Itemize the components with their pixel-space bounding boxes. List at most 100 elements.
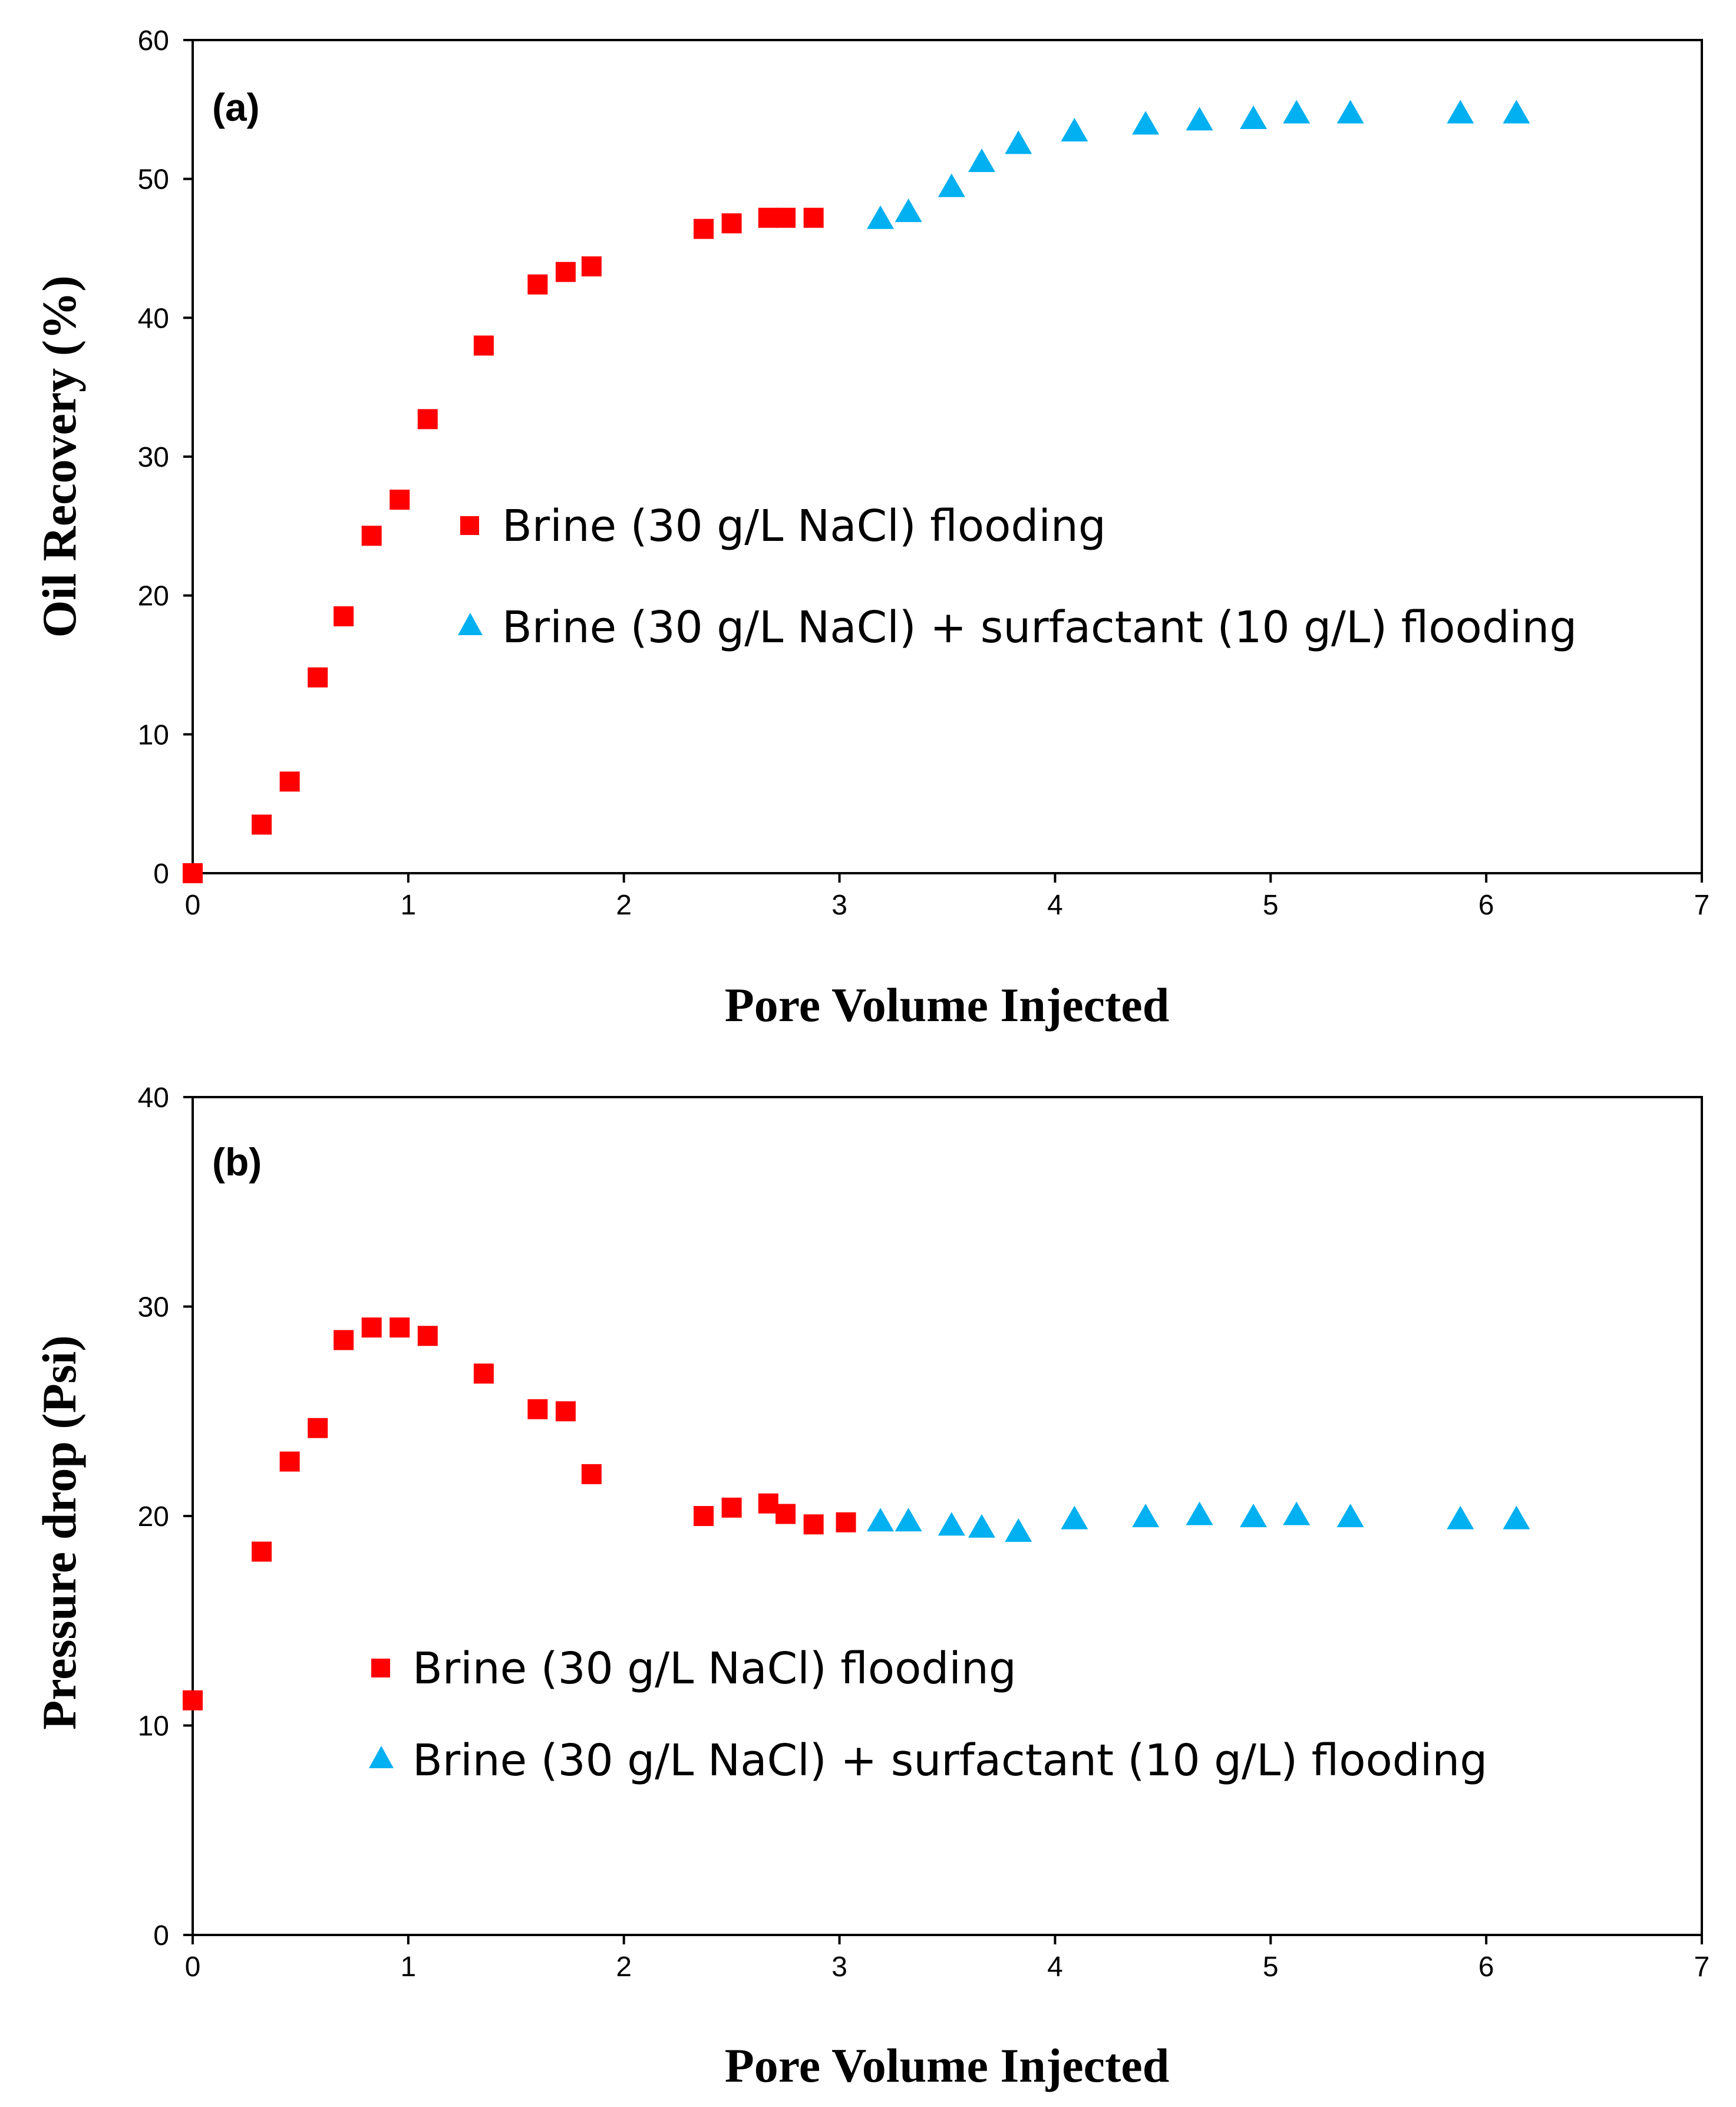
legend-a: Brine (30 g/L NaCl) flooding Brine (30 g… (458, 501, 1577, 653)
data-point-brine-a (694, 219, 714, 239)
y-tick-label: 30 (138, 1292, 169, 1323)
x-tick-label: 7 (1694, 1951, 1710, 1983)
y-tick-label: 0 (153, 858, 169, 890)
data-point-brine-b (473, 1363, 494, 1384)
y-tick-label: 20 (138, 581, 169, 612)
data-point-brine-a (308, 667, 328, 688)
data-point-brine-b (775, 1504, 796, 1524)
data-point-surfactant-a (1447, 100, 1474, 124)
x-tick-label: 2 (616, 1951, 632, 1983)
data-point-surfactant-b (1447, 1505, 1474, 1530)
data-point-brine-b (803, 1514, 824, 1535)
x-axis-ticks-b: 0 1 2 3 4 5 6 7 (185, 1935, 1710, 1983)
data-point-surfactant-b (1336, 1504, 1364, 1527)
legend-label-brine-a: Brine (30 g/L NaCl) flooding (502, 501, 1106, 551)
data-point-surfactant-b (1186, 1501, 1213, 1525)
data-point-surfactant-b (1132, 1504, 1160, 1527)
data-point-brine-b (694, 1506, 714, 1526)
data-point-brine-b (252, 1541, 272, 1562)
legend-b: Brine (30 g/L NaCl) flooding Brine (30 g… (369, 1643, 1487, 1786)
data-point-surfactant-a (1336, 100, 1364, 124)
data-point-brine-b (308, 1418, 328, 1438)
data-point-surfactant-b (938, 1512, 965, 1536)
data-point-surfactant-a (867, 205, 895, 229)
data-point-surfactant-b (895, 1508, 922, 1532)
panel-label-a: (a) (212, 85, 260, 129)
x-tick-label: 1 (401, 1951, 417, 1983)
y-tick-label: 40 (138, 1082, 169, 1114)
x-tick-label: 6 (1478, 1951, 1494, 1983)
x-tick-label: 4 (1047, 1951, 1063, 1983)
legend-marker-surfactant-b (369, 1746, 394, 1768)
data-point-brine-a (361, 526, 382, 546)
x-axis-ticks-a: 0 1 2 3 4 5 6 7 (185, 873, 1710, 921)
data-points-b (183, 1317, 1530, 1710)
data-point-brine-a (581, 256, 602, 277)
y-tick-label: 10 (138, 719, 169, 751)
data-point-brine-b (836, 1512, 856, 1533)
x-tick-label: 0 (185, 890, 201, 921)
data-point-brine-a (417, 409, 438, 430)
data-point-brine-b (334, 1330, 354, 1350)
data-point-surfactant-b (1061, 1505, 1088, 1530)
y-tick-label: 20 (138, 1501, 169, 1533)
x-tick-label: 3 (831, 890, 847, 921)
legend-label-brine-b: Brine (30 g/L NaCl) flooding (412, 1643, 1016, 1694)
data-point-brine-a (775, 207, 796, 228)
x-axis-title-a: Pore Volume Injected (725, 978, 1170, 1032)
panel-label-b: (b) (212, 1140, 262, 1184)
data-point-surfactant-a (1186, 107, 1213, 131)
data-point-surfactant-a (938, 173, 965, 197)
data-point-brine-b (361, 1317, 382, 1338)
data-points-a (183, 100, 1530, 883)
data-point-brine-b (758, 1493, 778, 1514)
data-point-brine-a (758, 207, 778, 228)
data-point-surfactant-b (1005, 1518, 1032, 1542)
data-point-brine-b (721, 1497, 742, 1518)
x-tick-label: 6 (1478, 890, 1494, 921)
y-tick-label: 10 (138, 1711, 169, 1742)
data-point-surfactant-b (1240, 1504, 1268, 1527)
data-point-surfactant-a (968, 148, 996, 173)
panel-a: 0 1 2 3 4 5 6 7 0 10 20 30 40 50 60 (a) Pore Volume I… (32, 25, 1709, 1032)
x-tick-label: 7 (1694, 890, 1710, 921)
legend-marker-brine-b (371, 1659, 390, 1677)
y-axis-title-a: Oil Recovery (%) (32, 276, 86, 638)
data-point-brine-a (803, 207, 824, 228)
y-tick-label: 0 (153, 1920, 169, 1951)
data-point-surfactant-a (1503, 100, 1530, 124)
legend-label-surfactant-a: Brine (30 g/L NaCl) + surfactant (10 g/L… (502, 602, 1577, 653)
y-tick-label: 60 (138, 25, 169, 57)
data-point-brine-a (527, 274, 548, 295)
data-point-brine-a (473, 335, 494, 356)
data-point-brine-a (252, 814, 272, 835)
data-point-brine-b (581, 1464, 602, 1484)
data-point-brine-a (721, 213, 742, 234)
panel-b: 0 1 2 3 4 5 6 7 0 10 20 30 40 (b) Pore Volume Injec… (32, 1082, 1709, 2092)
data-point-brine-b (390, 1317, 410, 1338)
data-point-brine-a (183, 863, 203, 883)
data-point-brine-b (279, 1451, 300, 1472)
data-point-surfactant-a (1061, 118, 1088, 142)
y-axis-ticks-b: 0 10 20 30 40 (138, 1082, 193, 1951)
data-point-surfactant-a (1283, 100, 1311, 124)
data-point-surfactant-b (867, 1508, 895, 1532)
x-axis-title-b: Pore Volume Injected (725, 2039, 1170, 2092)
x-tick-label: 5 (1263, 890, 1279, 921)
data-point-brine-a (390, 490, 410, 510)
data-point-surfactant-b (1503, 1505, 1530, 1530)
data-point-brine-a (555, 262, 576, 282)
data-point-surfactant-a (895, 198, 922, 222)
x-tick-label: 0 (185, 1951, 201, 1983)
y-tick-label: 40 (138, 303, 169, 334)
legend-marker-surfactant-a (458, 613, 483, 635)
y-tick-label: 50 (138, 164, 169, 196)
data-point-brine-b (527, 1399, 548, 1419)
data-point-brine-a (279, 771, 300, 792)
legend-marker-brine-a (460, 516, 479, 535)
data-point-brine-b (183, 1690, 203, 1710)
data-point-surfactant-b (1283, 1501, 1311, 1525)
data-point-surfactant-b (968, 1514, 996, 1538)
